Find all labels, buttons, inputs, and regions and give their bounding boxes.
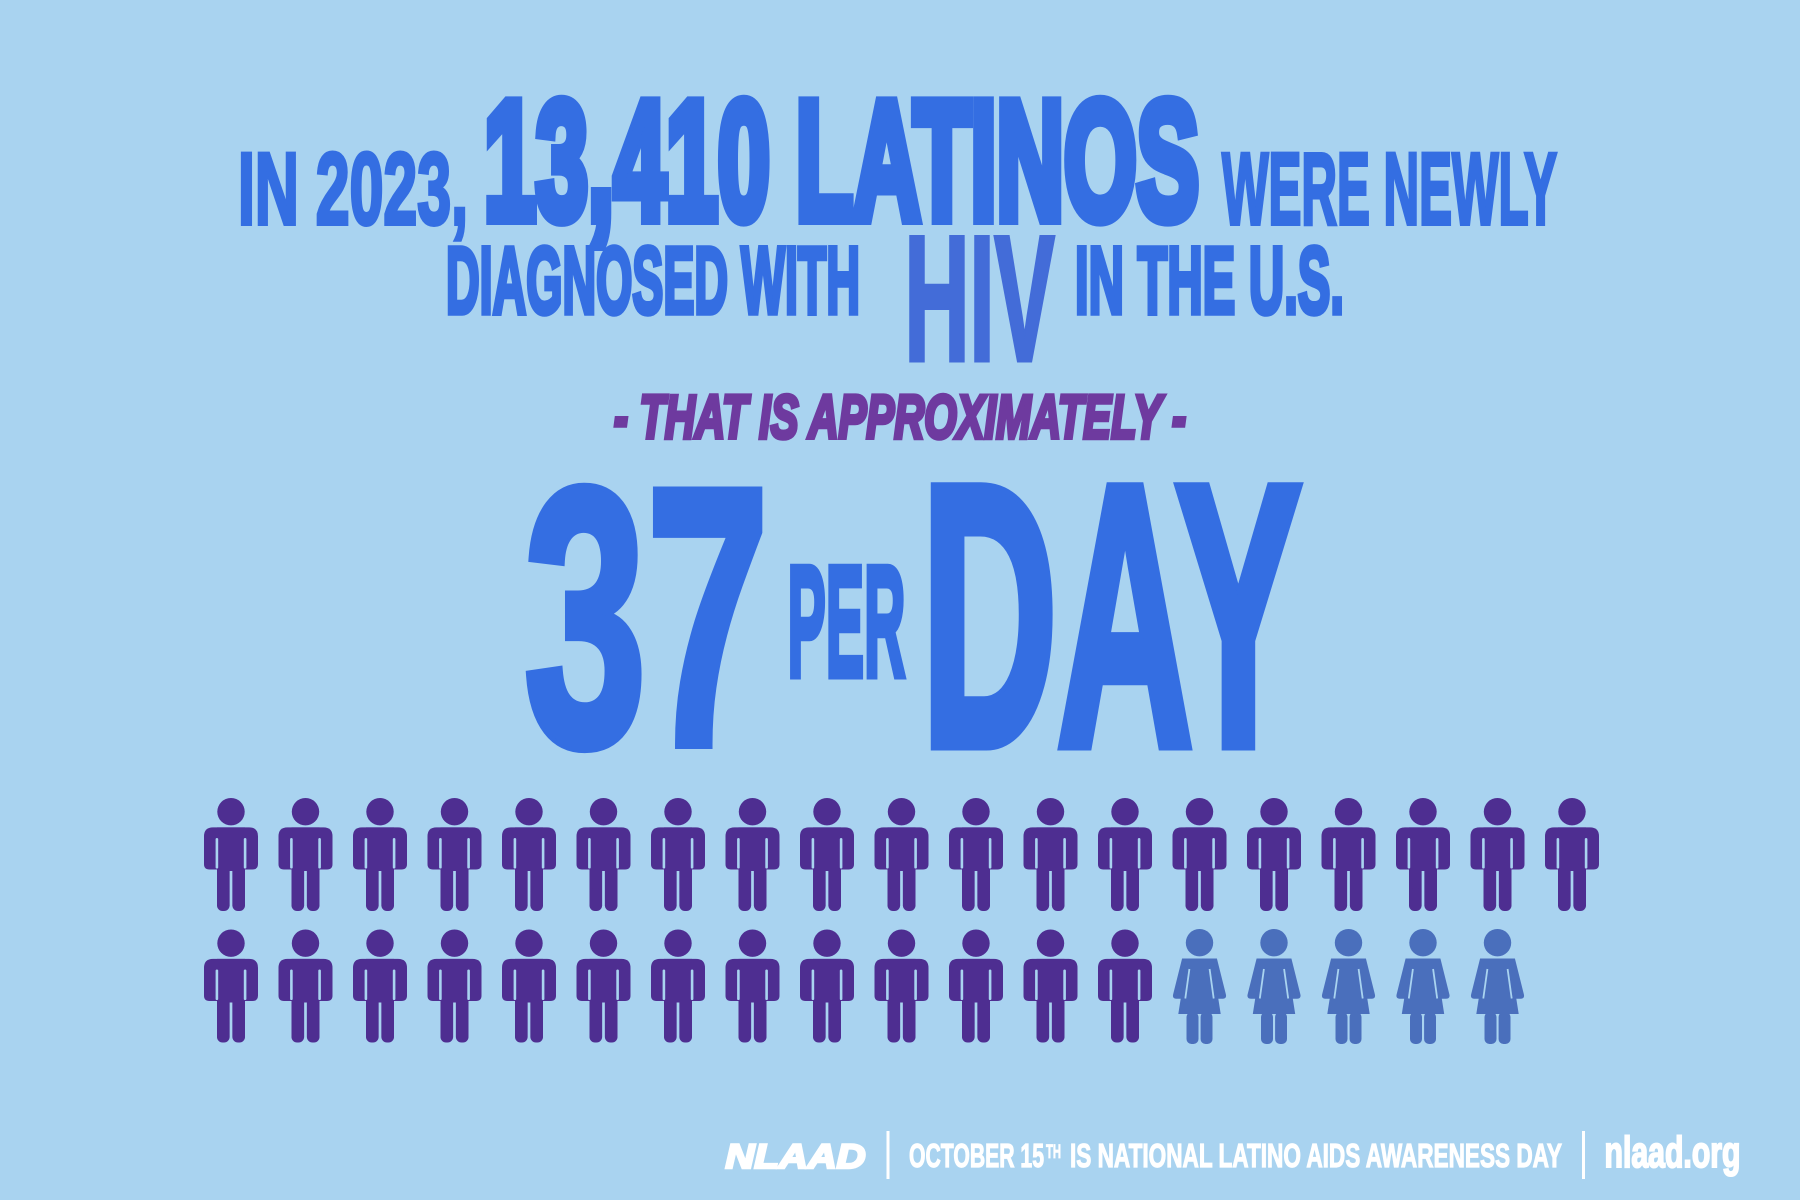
svg-text:HIV: HIV: [905, 199, 1055, 398]
svg-text:IN THE U.S.: IN THE U.S.: [1075, 228, 1344, 334]
svg-text:37: 37: [524, 412, 769, 822]
svg-text:DIAGNOSED WITH: DIAGNOSED WITH: [446, 228, 860, 334]
svg-text:- THAT IS APPROXIMATELY -: - THAT IS APPROXIMATELY -: [614, 383, 1186, 451]
svg-text:WERE NEWLY: WERE NEWLY: [1222, 132, 1557, 246]
svg-text:NLAAD: NLAAD: [726, 1138, 866, 1176]
svg-text:PER: PER: [788, 534, 906, 710]
svg-text:IN 2023,: IN 2023,: [238, 132, 468, 246]
svg-text:13,410 LATINOS: 13,410 LATINOS: [484, 67, 1199, 255]
svg-text:DAY: DAY: [922, 408, 1302, 823]
svg-text:IS NATIONAL LATINO AIDS AWAREN: IS NATIONAL LATINO AIDS AWARENESS DAY: [1070, 1138, 1562, 1175]
svg-text:OCTOBER 15: OCTOBER 15: [909, 1138, 1044, 1175]
svg-text:nlaad.org: nlaad.org: [1605, 1128, 1741, 1177]
svg-text:TH: TH: [1046, 1142, 1061, 1163]
